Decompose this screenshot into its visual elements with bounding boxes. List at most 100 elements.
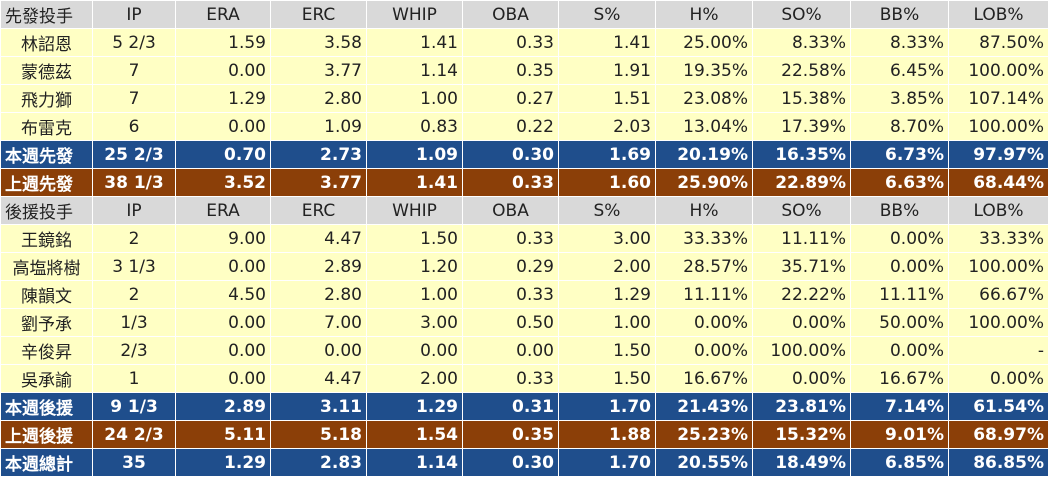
stat-cell: 2.89 bbox=[270, 252, 367, 281]
stat-cell: 1.70 bbox=[558, 448, 656, 477]
pitcher-name: 布雷克 bbox=[0, 112, 93, 141]
stat-cell: 1/3 bbox=[92, 308, 176, 337]
summary-row: 上週先發 38 1/3 3.52 3.77 1.41 0.33 1.60 25.90% 22.8… bbox=[0, 168, 1048, 197]
stat-cell: 17.39% bbox=[752, 112, 851, 141]
stat-cell: 97.97% bbox=[948, 140, 1048, 169]
stat-cell: 1.50 bbox=[558, 336, 656, 365]
stat-cell: 1.50 bbox=[366, 224, 463, 253]
stat-cell: 8.70% bbox=[850, 112, 949, 141]
stat-cell: 8.33% bbox=[850, 28, 949, 57]
summary-label: 本週後援 bbox=[0, 392, 93, 421]
stat-cell: 33.33% bbox=[948, 224, 1048, 253]
stat-cell: 18.49% bbox=[752, 448, 851, 477]
column-header: OBA bbox=[462, 196, 559, 225]
stat-cell: 16.35% bbox=[752, 140, 851, 169]
stat-cell: 0.00% bbox=[655, 336, 753, 365]
stat-cell: 86.85% bbox=[948, 448, 1048, 477]
pitcher-row: 劉予承 1/3 0.00 7.00 3.00 0.50 1.00 0.00% 0.00% 50.0… bbox=[0, 308, 1048, 337]
stat-cell: 2 bbox=[92, 224, 176, 253]
stat-cell: 2.80 bbox=[270, 280, 367, 309]
stat-cell: 22.22% bbox=[752, 280, 851, 309]
stat-cell: 33.33% bbox=[655, 224, 753, 253]
stat-cell: 3.00 bbox=[558, 224, 656, 253]
summary-label: 本週總計 bbox=[0, 448, 93, 477]
stat-cell: 15.32% bbox=[752, 420, 851, 449]
pitcher-name: 蒙德茲 bbox=[0, 56, 93, 85]
stat-cell: 28.57% bbox=[655, 252, 753, 281]
stat-cell: 0.33 bbox=[462, 168, 559, 197]
summary-label: 上週先發 bbox=[0, 168, 93, 197]
stat-cell: 11.11% bbox=[752, 224, 851, 253]
pitcher-name: 劉予承 bbox=[0, 308, 93, 337]
stat-cell: 9.00 bbox=[175, 224, 271, 253]
stat-cell: 5.11 bbox=[175, 420, 271, 449]
column-header: ERC bbox=[270, 0, 367, 29]
stat-cell: 1.54 bbox=[366, 420, 463, 449]
stat-cell: 9.01% bbox=[850, 420, 949, 449]
stat-cell: 4.50 bbox=[175, 280, 271, 309]
column-header: LOB% bbox=[948, 0, 1048, 29]
stat-cell: 68.97% bbox=[948, 420, 1048, 449]
pitcher-name: 陳韻文 bbox=[0, 280, 93, 309]
stat-cell: 1.29 bbox=[558, 280, 656, 309]
stat-cell: 6 bbox=[92, 112, 176, 141]
stat-cell: 3.00 bbox=[366, 308, 463, 337]
stat-cell: 7 bbox=[92, 56, 176, 85]
column-header: SO% bbox=[752, 0, 851, 29]
stat-cell: 38 1/3 bbox=[92, 168, 176, 197]
stat-cell: 0.00% bbox=[752, 308, 851, 337]
stat-cell: 0.33 bbox=[462, 280, 559, 309]
pitcher-row: 吳承諭 1 0.00 4.47 2.00 0.33 1.50 16.67% 0.00% 16.67… bbox=[0, 364, 1048, 393]
stat-cell: 1.14 bbox=[366, 56, 463, 85]
stat-cell: 0.00 bbox=[175, 56, 271, 85]
stat-cell: 1.50 bbox=[558, 364, 656, 393]
stat-cell: 0.70 bbox=[175, 140, 271, 169]
stat-cell: 5.18 bbox=[270, 420, 367, 449]
stat-cell: 2.73 bbox=[270, 140, 367, 169]
pitcher-name: 王鏡銘 bbox=[0, 224, 93, 253]
stat-cell: 2.00 bbox=[558, 252, 656, 281]
stat-cell: 0.33 bbox=[462, 28, 559, 57]
stat-cell: 21.43% bbox=[655, 392, 753, 421]
pitcher-row: 王鏡銘 2 9.00 4.47 1.50 0.33 3.00 33.33% 11.11% 0.00… bbox=[0, 224, 1048, 253]
stat-cell: 7 bbox=[92, 84, 176, 113]
stat-cell: 0.00% bbox=[655, 308, 753, 337]
stat-cell: 3.77 bbox=[270, 56, 367, 85]
pitcher-row: 林詔恩 5 2/3 1.59 3.58 1.41 0.33 1.41 25.00% 8.33% 8… bbox=[0, 28, 1048, 57]
stat-cell: 100.00% bbox=[752, 336, 851, 365]
stat-cell: 2 bbox=[92, 280, 176, 309]
stat-cell: 11.11% bbox=[850, 280, 949, 309]
summary-row: 本週後援 9 1/3 2.89 3.11 1.29 0.31 1.70 21.43% 23.81… bbox=[0, 392, 1048, 421]
stat-cell: 0.35 bbox=[462, 420, 559, 449]
stat-cell: 1.59 bbox=[175, 28, 271, 57]
pitcher-name: 高塩將樹 bbox=[0, 252, 93, 281]
column-header: OBA bbox=[462, 0, 559, 29]
stat-cell: 1 bbox=[92, 364, 176, 393]
stat-cell: 23.08% bbox=[655, 84, 753, 113]
pitcher-row: 布雷克 6 0.00 1.09 0.83 0.22 2.03 13.04% 17.39% 8.70… bbox=[0, 112, 1048, 141]
stat-cell: 0.33 bbox=[462, 364, 559, 393]
stat-cell: 25.00% bbox=[655, 28, 753, 57]
pitcher-name: 吳承諭 bbox=[0, 364, 93, 393]
stat-cell: 9 1/3 bbox=[92, 392, 176, 421]
stat-cell: 6.63% bbox=[850, 168, 949, 197]
section-title: 後援投手 bbox=[0, 196, 93, 225]
column-header: IP bbox=[92, 0, 176, 29]
stat-cell: 7.14% bbox=[850, 392, 949, 421]
column-header: S% bbox=[558, 196, 656, 225]
stat-cell: 0.00 bbox=[175, 308, 271, 337]
stat-cell: 0.00 bbox=[175, 364, 271, 393]
stat-cell: 3.77 bbox=[270, 168, 367, 197]
stat-cell: 68.44% bbox=[948, 168, 1048, 197]
stat-cell: 1.51 bbox=[558, 84, 656, 113]
stat-cell: 1.60 bbox=[558, 168, 656, 197]
stat-cell: 0.31 bbox=[462, 392, 559, 421]
pitcher-row: 高塩將樹 3 1/3 0.00 2.89 1.20 0.29 2.00 28.57% 35.71… bbox=[0, 252, 1048, 281]
stat-cell: 6.73% bbox=[850, 140, 949, 169]
stat-cell: 107.14% bbox=[948, 84, 1048, 113]
stat-cell: 3 1/3 bbox=[92, 252, 176, 281]
stat-cell: 0.00 bbox=[175, 336, 271, 365]
section-header-row: 後援投手 IP ERA ERC WHIP OBA S% H% SO% BB% LOB% bbox=[0, 196, 1048, 225]
pitcher-name: 林詔恩 bbox=[0, 28, 93, 57]
